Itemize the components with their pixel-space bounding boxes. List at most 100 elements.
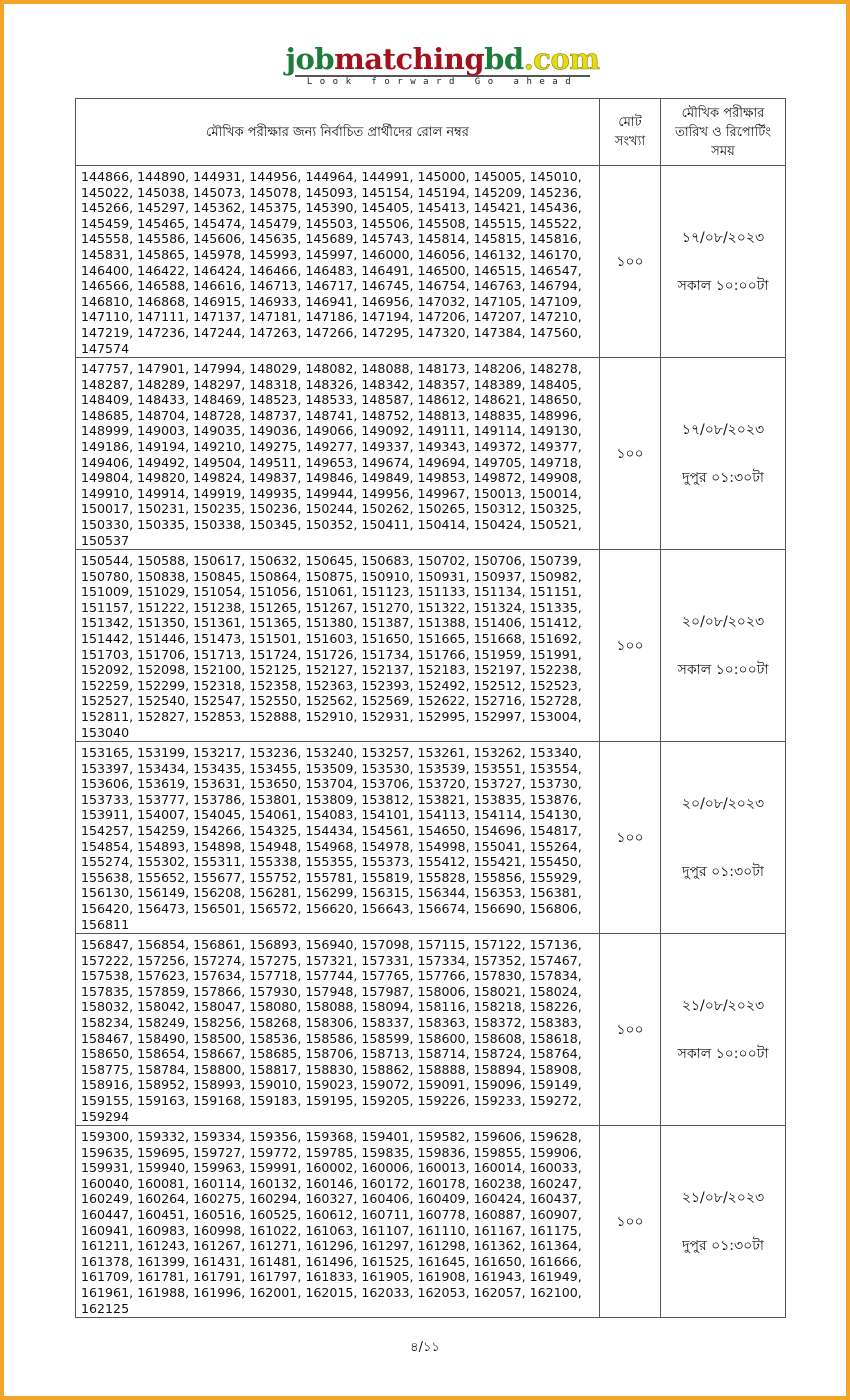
roll-number-line: 153165, 153199, 153217, 153236, 153240, … [81, 745, 582, 760]
roll-numbers-cell: 144866, 144890, 144931, 144956, 144964, … [75, 165, 600, 358]
header-total-count: মোট সংখ্যা [599, 98, 661, 166]
table-row: 144866, 144890, 144931, 144956, 144964, … [75, 165, 786, 358]
roll-numbers-cell: 159300, 159332, 159334, 159356, 159368, … [75, 1125, 600, 1318]
roll-number-line: 157538, 157623, 157634, 157718, 157744, … [81, 968, 582, 984]
roll-number-line: 150330, 150335, 150338, 150345, 150352, … [81, 516, 582, 532]
roll-number-line: 147574 [81, 340, 130, 356]
table-row: 156847, 156854, 156861, 156893, 156940, … [75, 933, 786, 1126]
site-logo: jobmatchingbd.com Look forward Go ahead [285, 42, 601, 88]
roll-number-line: 146400, 146422, 146424, 146466, 146483, … [81, 262, 582, 278]
total-count-cell: ১০০ [599, 741, 661, 934]
logo-tagline: Look forward Go ahead [306, 77, 579, 87]
roll-number-line: 159931, 159940, 159963, 159991, 160002, … [81, 1160, 582, 1176]
table-row: 147757, 147901, 147994, 148029, 148082, … [75, 357, 786, 550]
roll-number-line: 146566, 146588, 146616, 146713, 146717, … [81, 278, 582, 294]
table-header-row: মৌখিক পরীক্ষার জন্য নির্বাচিত প্রার্থীদে… [75, 98, 786, 166]
roll-number-line: 160040, 160081, 160114, 160132, 160146, … [81, 1175, 582, 1191]
roll-number-line: 158032, 158042, 158047, 158080, 158088, … [81, 999, 582, 1015]
roll-number-line: 152259, 152299, 152318, 152358, 152363, … [81, 677, 582, 693]
roll-number-line: 154257, 154259, 154266, 154325, 154434, … [81, 822, 582, 838]
total-count-cell: ১০০ [599, 165, 661, 358]
table-row: 153165, 153199, 153217, 153236, 153240, … [75, 741, 786, 934]
date-time-cell: ২০/০৮/২০২৩ সকাল ১০:০০টা [660, 549, 786, 742]
roll-numbers-cell: 153165, 153199, 153217, 153236, 153240, … [75, 741, 600, 934]
roll-number-line: 150544, 150588, 150617, 150632, 150645, … [81, 553, 582, 568]
roll-number-line: 153733, 153777, 153786, 153801, 153809, … [81, 791, 582, 807]
roll-number-line: 153040 [81, 724, 130, 740]
roll-number-line: 156420, 156473, 156501, 156572, 156620, … [81, 900, 582, 916]
viva-date: ২০/০৮/২০২৩ [681, 613, 765, 630]
roll-number-line: 145558, 145586, 145606, 145635, 145689, … [81, 231, 582, 247]
header-date-time: মৌখিক পরীক্ষার তারিখ ও রিপোর্টিং সময় [660, 98, 786, 166]
roll-number-line: 158775, 158784, 158800, 158817, 158830, … [81, 1061, 582, 1077]
roll-number-line: 152092, 152098, 152100, 152125, 152127, … [81, 662, 582, 678]
roll-number-line: 157222, 157256, 157274, 157275, 157321, … [81, 952, 582, 968]
roll-numbers-cell: 156847, 156854, 156861, 156893, 156940, … [75, 933, 600, 1126]
roll-number-line: 159635, 159695, 159727, 159772, 159785, … [81, 1144, 582, 1160]
logo-underline [295, 75, 590, 77]
roll-number-line: 161211, 161243, 161267, 161271, 161296, … [81, 1238, 582, 1254]
date-time-cell: ১৭/০৮/২০২৩ দুপুর ০১:৩০টা [660, 357, 786, 550]
roll-number-line: 151703, 151706, 151713, 151724, 151726, … [81, 646, 582, 662]
roll-number-line: 161378, 161399, 161431, 161481, 161496, … [81, 1253, 582, 1269]
viva-schedule-table: মৌখিক পরীক্ষার জন্য নির্বাচিত প্রার্থীদে… [75, 98, 786, 1318]
roll-number-line: 154854, 154893, 154898, 154948, 154968, … [81, 838, 582, 854]
viva-date: ১৭/০৮/২০২৩ [681, 421, 765, 438]
roll-number-line: 156847, 156854, 156861, 156893, 156940, … [81, 937, 582, 952]
roll-number-line: 150780, 150838, 150845, 150864, 150875, … [81, 568, 582, 584]
roll-number-line: 153397, 153434, 153435, 153455, 153509, … [81, 760, 582, 776]
roll-number-line: 160447, 160451, 160516, 160525, 160612, … [81, 1206, 582, 1222]
roll-number-line: 147219, 147236, 147244, 147263, 147266, … [81, 324, 582, 340]
viva-date: ২১/০৮/২০২৩ [681, 1189, 765, 1206]
roll-number-line: 156811 [81, 916, 130, 932]
viva-date: ১৭/০৮/২০২৩ [681, 229, 765, 246]
roll-number-line: 159294 [81, 1108, 130, 1124]
roll-number-line: 162125 [81, 1300, 130, 1316]
roll-number-line: 153606, 153619, 153631, 153650, 153704, … [81, 776, 582, 792]
logo-wordmark: jobmatchingbd.com [285, 42, 601, 76]
roll-number-line: 145022, 145038, 145073, 145078, 145093, … [81, 184, 582, 200]
roll-number-line: 151342, 151350, 151361, 151365, 151380, … [81, 615, 582, 631]
roll-number-line: 146810, 146868, 146915, 146933, 146941, … [81, 293, 582, 309]
roll-number-line: 159155, 159163, 159168, 159183, 159195, … [81, 1092, 582, 1108]
roll-number-line: 155274, 155302, 155311, 155338, 155355, … [81, 854, 582, 870]
roll-number-line: 158650, 158654, 158667, 158685, 158706, … [81, 1046, 582, 1062]
roll-number-line: 157835, 157859, 157866, 157930, 157948, … [81, 983, 582, 999]
roll-number-line: 145266, 145297, 145362, 145375, 145390, … [81, 200, 582, 216]
roll-number-line: 148287, 148289, 148297, 148318, 148326, … [81, 376, 582, 392]
roll-numbers-cell: 147757, 147901, 147994, 148029, 148082, … [75, 357, 600, 550]
roll-number-line: 145459, 145465, 145474, 145479, 145503, … [81, 215, 582, 231]
roll-numbers-cell: 150544, 150588, 150617, 150632, 150645, … [75, 549, 600, 742]
roll-number-line: 160249, 160264, 160275, 160294, 160327, … [81, 1191, 582, 1207]
roll-number-line: 147757, 147901, 147994, 148029, 148082, … [81, 361, 582, 376]
roll-number-line: 150017, 150231, 150235, 150236, 150244, … [81, 501, 582, 517]
table-row: 150544, 150588, 150617, 150632, 150645, … [75, 549, 786, 742]
roll-number-line: 161709, 161781, 161791, 161797, 161833, … [81, 1269, 582, 1285]
roll-number-line: 150537 [81, 532, 130, 548]
page-number: ৪/১১ [410, 1340, 440, 1355]
roll-number-line: 156130, 156149, 156208, 156281, 156299, … [81, 885, 582, 901]
date-time-cell: ২০/০৮/২০২৩ দুপুর ০১:৩০টা [660, 741, 786, 934]
roll-number-line: 152811, 152827, 152853, 152888, 152910, … [81, 708, 582, 724]
viva-date: ২১/০৮/২০২৩ [681, 997, 765, 1014]
roll-number-line: 149804, 149820, 149824, 149837, 149846, … [81, 470, 582, 486]
reporting-time: সকাল ১০:০০টা [677, 277, 769, 294]
roll-number-line: 161961, 161988, 161996, 162001, 162015, … [81, 1284, 582, 1300]
reporting-time: দুপুর ০১:৩০টা [682, 469, 764, 486]
roll-number-line: 158916, 158952, 158993, 159010, 159023, … [81, 1077, 582, 1093]
header-roll-numbers: মৌখিক পরীক্ষার জন্য নির্বাচিত প্রার্থীদে… [75, 98, 600, 166]
date-time-cell: ১৭/০৮/২০২৩ সকাল ১০:০০টা [660, 165, 786, 358]
roll-number-line: 151442, 151446, 151473, 151501, 151603, … [81, 630, 582, 646]
roll-number-line: 155638, 155652, 155677, 155752, 155781, … [81, 869, 582, 885]
reporting-time: দুপুর ০১:৩০টা [682, 1237, 764, 1254]
total-count-cell: ১০০ [599, 933, 661, 1126]
reporting-time: সকাল ১০:০০টা [677, 1045, 769, 1062]
viva-date: ২০/০৮/২০২৩ [681, 795, 765, 812]
roll-number-line: 158467, 158490, 158500, 158536, 158586, … [81, 1030, 582, 1046]
roll-number-line: 160941, 160983, 160998, 161022, 161063, … [81, 1222, 582, 1238]
roll-number-line: 153911, 154007, 154045, 154061, 154083, … [81, 807, 582, 823]
table-row: 159300, 159332, 159334, 159356, 159368, … [75, 1125, 786, 1318]
roll-number-line: 149910, 149914, 149919, 149935, 149944, … [81, 485, 582, 501]
roll-number-line: 149406, 149492, 149504, 149511, 149653, … [81, 454, 582, 470]
